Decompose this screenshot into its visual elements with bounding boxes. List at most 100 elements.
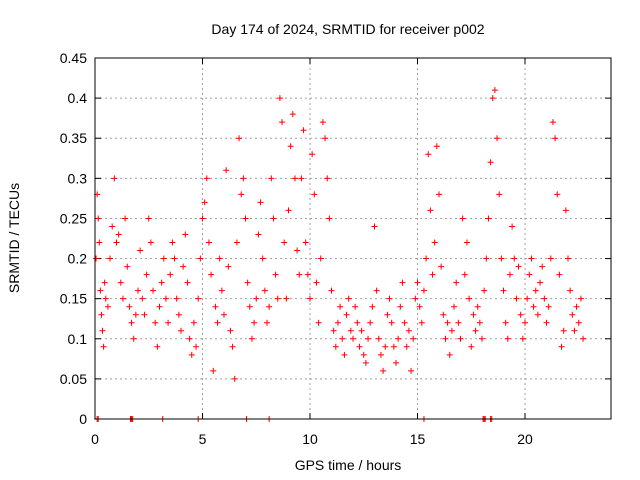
data-point (270, 215, 277, 222)
data-point (382, 343, 389, 350)
data-point (549, 119, 556, 126)
data-point (414, 279, 421, 286)
y-tick-label: 0.1 (68, 331, 88, 347)
data-point (401, 319, 408, 326)
data-point (330, 327, 337, 334)
data-point (162, 295, 169, 302)
data-point (165, 319, 172, 326)
data-point (242, 215, 249, 222)
data-point (453, 279, 460, 286)
data-point (522, 319, 528, 326)
data-point (285, 207, 292, 214)
data-point (438, 263, 445, 270)
x-tick-label: 0 (91, 431, 99, 447)
data-point (279, 119, 286, 126)
data-point (169, 239, 176, 246)
data-point (236, 135, 243, 142)
data-point (147, 239, 154, 246)
data-point (201, 199, 208, 206)
data-point (104, 303, 111, 310)
data-point (195, 295, 202, 302)
data-point (128, 319, 135, 326)
data-point (259, 255, 266, 262)
data-point (552, 135, 559, 142)
data-point (332, 343, 339, 350)
data-point (395, 335, 402, 342)
data-point (160, 255, 167, 262)
data-point (313, 279, 320, 286)
data-point (328, 287, 335, 294)
data-point (107, 255, 114, 262)
data-point (472, 327, 479, 334)
data-point (526, 271, 533, 278)
data-point (216, 255, 223, 262)
data-point (448, 327, 455, 334)
data-point (227, 327, 234, 334)
data-point (479, 335, 485, 342)
data-point (154, 343, 161, 350)
data-point (530, 303, 537, 310)
data-point (246, 303, 253, 310)
data-point (399, 279, 406, 286)
data-point (416, 303, 423, 310)
data-point (268, 175, 275, 182)
y-tick-label: 0.45 (60, 50, 87, 66)
data-point (375, 335, 382, 342)
data-point (352, 303, 359, 310)
y-tick-label: 0.4 (68, 90, 88, 106)
data-point (102, 295, 109, 302)
data-point (137, 247, 144, 254)
data-point (287, 143, 294, 150)
data-point (457, 335, 464, 342)
data-point (145, 215, 152, 222)
data-point (101, 279, 108, 286)
data-point (233, 239, 240, 246)
data-point (405, 327, 412, 334)
data-point (339, 335, 346, 342)
data-point (96, 239, 103, 246)
data-point (347, 327, 354, 334)
data-point (307, 295, 313, 302)
data-point (562, 207, 569, 214)
data-point (210, 367, 217, 374)
data-point (575, 319, 582, 326)
x-tick-label: 15 (410, 431, 426, 447)
data-point (240, 175, 247, 182)
y-tick-label: 0 (79, 411, 87, 427)
data-point (517, 311, 524, 318)
data-point (393, 359, 399, 366)
data-point (380, 367, 387, 374)
y-axis-label: SRMTID / TECUs (6, 183, 22, 293)
data-point (212, 303, 219, 310)
data-point (341, 351, 348, 358)
data-point (122, 215, 129, 222)
y-tick-label: 0.3 (68, 170, 88, 186)
data-point (502, 319, 509, 326)
data-point (515, 263, 522, 270)
data-point (485, 215, 492, 222)
data-point (337, 303, 344, 310)
data-point (539, 263, 546, 270)
data-point (543, 319, 550, 326)
data-point (491, 87, 498, 94)
data-point (298, 175, 305, 182)
data-point (272, 271, 279, 278)
data-point (304, 271, 311, 278)
data-point (466, 295, 473, 302)
data-point (524, 295, 531, 302)
data-point (442, 335, 449, 342)
data-point (418, 319, 425, 326)
data-point (111, 175, 118, 182)
data-point (498, 255, 505, 262)
data-point (427, 207, 434, 214)
data-point (294, 247, 301, 254)
data-point (199, 215, 206, 222)
data-point (350, 335, 356, 342)
data-point (571, 327, 578, 334)
data-point (345, 295, 352, 302)
data-point (175, 311, 182, 318)
data-point (365, 335, 372, 342)
data-point (322, 135, 329, 142)
data-point (541, 295, 548, 302)
